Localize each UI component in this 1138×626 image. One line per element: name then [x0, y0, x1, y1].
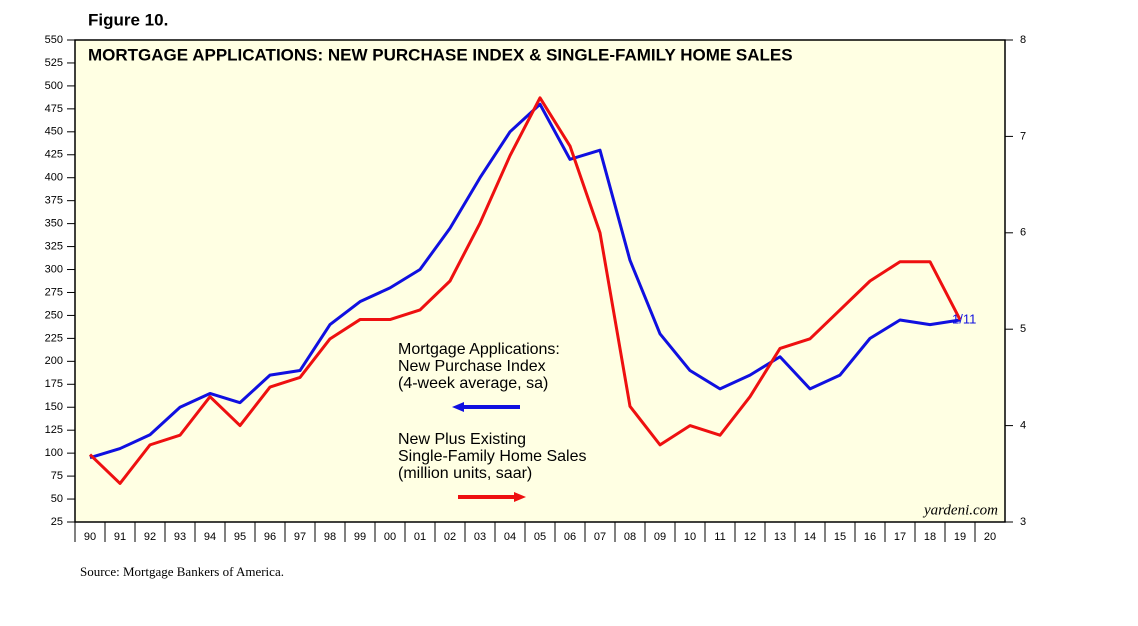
y-tick-label: 125 [45, 424, 63, 436]
y2-tick-label: 5 [1020, 323, 1026, 335]
x-tick-label: 00 [384, 531, 396, 543]
x-tick-label: 96 [264, 531, 276, 543]
y-tick-label: 425 [45, 149, 63, 161]
y-tick-label: 275 [45, 286, 63, 298]
y-tick-label: 250 [45, 309, 63, 321]
x-tick-label: 18 [924, 531, 936, 543]
x-tick-label: 95 [234, 531, 246, 543]
chart-title: MORTGAGE APPLICATIONS: NEW PURCHASE INDE… [88, 45, 793, 64]
y2-tick-label: 8 [1020, 34, 1026, 46]
y-tick-label: 225 [45, 332, 63, 344]
y-tick-label: 525 [45, 57, 63, 69]
y2-tick-label: 3 [1020, 516, 1026, 528]
x-tick-label: 12 [744, 531, 756, 543]
plot-area [74, 39, 1006, 523]
x-tick-label: 91 [114, 531, 126, 543]
y-tick-label: 350 [45, 218, 63, 230]
x-tick-label: 97 [294, 531, 306, 543]
source: Source: Mortgage Bankers of America. [80, 564, 284, 579]
y2-tick-label: 4 [1020, 420, 1026, 432]
y-tick-label: 550 [45, 34, 63, 46]
x-tick-label: 93 [174, 531, 186, 543]
series-line [89, 102, 961, 460]
x-tick-label: 07 [594, 531, 606, 543]
y-tick-label: 25 [51, 516, 63, 528]
x-tick-label: 08 [624, 531, 636, 543]
x-tick-label: 04 [504, 531, 516, 543]
x-tick-label: 13 [774, 531, 786, 543]
y-tick-label: 325 [45, 240, 63, 252]
x-tick-label: 01 [414, 531, 426, 543]
series-line [88, 96, 962, 485]
y-tick-label: 375 [45, 195, 63, 207]
x-tick-label: 09 [654, 531, 666, 543]
legend-label: New Plus Existing Single-Family Home Sale… [398, 431, 587, 482]
y-tick-label: 150 [45, 401, 63, 413]
x-tick-label: 90 [84, 531, 96, 543]
x-tick-label: 05 [534, 531, 546, 543]
y2-tick-label: 6 [1020, 227, 1026, 239]
x-tick-label: 94 [204, 531, 216, 543]
annotation: 1/11 [952, 311, 976, 326]
x-tick-label: 02 [444, 531, 456, 543]
y-tick-label: 200 [45, 355, 63, 367]
x-tick-label: 16 [864, 531, 876, 543]
x-tick-label: 99 [354, 531, 366, 543]
x-tick-label: 98 [324, 531, 336, 543]
y-tick-label: 400 [45, 172, 63, 184]
x-tick-label: 15 [834, 531, 846, 543]
y-tick-label: 75 [51, 470, 63, 482]
x-tick-label: 14 [804, 531, 816, 543]
y-tick-label: 500 [45, 80, 63, 92]
x-tick-label: 17 [894, 531, 906, 543]
figure-label: Figure 10. [88, 10, 168, 29]
y-tick-label: 100 [45, 447, 63, 459]
y-tick-label: 50 [51, 493, 63, 505]
x-tick-label: 19 [954, 531, 966, 543]
legend-label: Mortgage Applications: New Purchase Index… [398, 341, 560, 392]
x-tick-label: 10 [684, 531, 696, 543]
y2-tick-label: 7 [1020, 130, 1026, 142]
x-tick-label: 03 [474, 531, 486, 543]
y-tick-label: 300 [45, 263, 63, 275]
annotation: yardeni.com [922, 502, 998, 518]
x-tick-label: 20 [984, 531, 996, 543]
y-tick-label: 175 [45, 378, 63, 390]
legend-arrowhead [514, 492, 526, 502]
y-tick-label: 450 [45, 126, 63, 138]
legend-arrowhead [452, 402, 464, 412]
x-tick-label: 11 [714, 531, 725, 543]
x-tick-label: 92 [144, 531, 156, 543]
x-tick-label: 06 [564, 531, 576, 543]
y-tick-label: 475 [45, 103, 63, 115]
